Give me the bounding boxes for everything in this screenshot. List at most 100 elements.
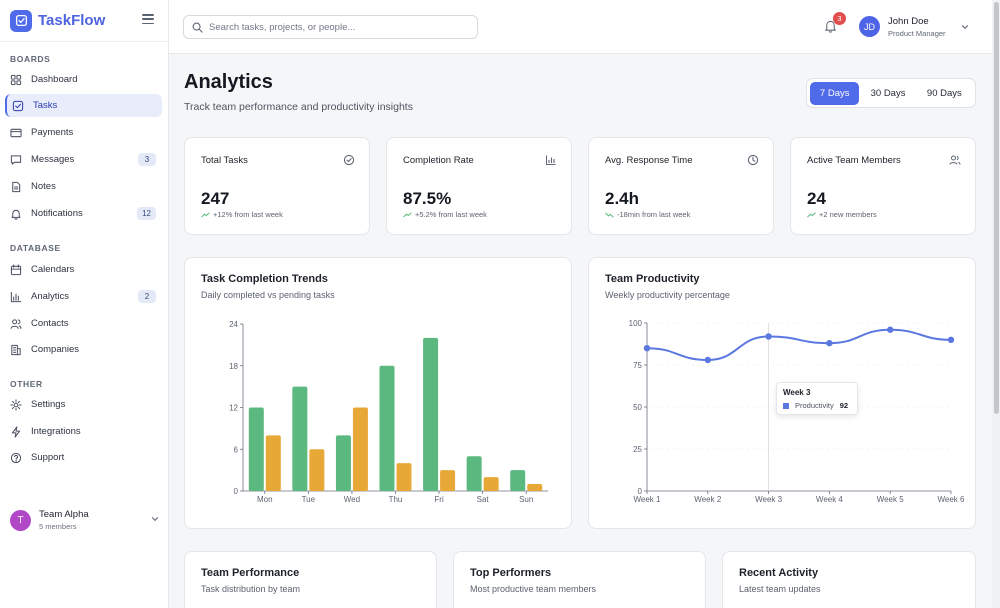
range-30-days-button[interactable]: 30 Days	[870, 87, 906, 99]
users-icon	[949, 155, 961, 165]
sidebar-item-label: Notifications	[31, 208, 83, 219]
y-tick-label: 24	[229, 320, 238, 329]
tooltip-label: Productivity	[795, 401, 834, 410]
y-tick-label: 18	[229, 362, 238, 371]
bar-completed-sun	[510, 470, 526, 491]
sidebar-item-label: Settings	[31, 399, 66, 410]
card-subtitle: Latest team updates	[739, 584, 821, 594]
x-tick-label: Week 5	[877, 495, 905, 504]
sidebar-item-notifications[interactable]: Notifications 12	[5, 202, 162, 225]
sidebar-item-support[interactable]: Support	[5, 446, 162, 469]
chevron-down-icon[interactable]	[960, 22, 970, 32]
file-icon	[10, 181, 22, 193]
user-avatar[interactable]: JD	[859, 16, 880, 37]
stat-change-text: +5.2% from last week	[415, 210, 487, 219]
productivity-line	[646, 328, 952, 361]
stat-change: -18min from last week	[605, 210, 690, 219]
chart-tooltip: Week 3 Productivity 92	[776, 382, 858, 415]
calendar-icon	[10, 263, 22, 276]
message-icon	[10, 154, 22, 166]
x-tick-label: Sat	[477, 495, 490, 504]
range-90-days-button[interactable]: 90 Days	[926, 87, 962, 99]
sidebar-item-dashboard[interactable]: Dashboard	[5, 68, 162, 91]
stat-value: 2.4h	[605, 189, 640, 208]
scrollbar[interactable]	[992, 0, 1000, 608]
sidebar-item-label: Companies	[31, 344, 80, 355]
brand[interactable]: TaskFlow	[0, 0, 168, 42]
x-tick-label: Mon	[257, 495, 273, 504]
y-tick-label: 100	[629, 319, 643, 328]
x-tick-label: Thu	[389, 495, 403, 504]
stat-value: 24	[807, 189, 826, 208]
user-name[interactable]: John Doe	[888, 16, 929, 27]
scrollbar-thumb[interactable]	[993, 2, 999, 414]
stat-title: Avg. Response Time	[605, 155, 693, 166]
team-switcher[interactable]: T Team Alpha 5 members	[10, 507, 160, 533]
section-label: BOARDS	[10, 54, 51, 64]
lightning-icon	[10, 425, 22, 438]
sidebar-item-label: Notes	[31, 181, 56, 192]
count-badge: 12	[137, 207, 156, 220]
y-tick-label: 75	[633, 361, 642, 370]
sidebar-item-label: Integrations	[31, 426, 81, 437]
x-tick-label: Sun	[519, 495, 533, 504]
dashboard-icon	[10, 74, 22, 86]
stat-title: Total Tasks	[201, 155, 248, 166]
y-tick-label: 25	[633, 445, 642, 454]
section-label: OTHER	[10, 379, 43, 389]
sidebar-item-notes[interactable]: Notes	[5, 175, 162, 198]
data-point-week-2	[704, 356, 711, 364]
search-box[interactable]	[183, 15, 478, 39]
sidebar-item-analytics[interactable]: Analytics 2	[5, 285, 162, 308]
x-tick-label: Week 1	[634, 495, 662, 504]
search-input[interactable]	[209, 21, 469, 33]
stat-title: Completion Rate	[403, 155, 474, 166]
sidebar-item-label: Tasks	[33, 100, 58, 111]
sidebar-item-tasks[interactable]: Tasks	[5, 94, 162, 117]
trend-up-icon	[403, 211, 412, 217]
range-7-days-button[interactable]: 7 Days	[810, 81, 860, 105]
tasks-icon	[12, 100, 24, 112]
notifications-bell-icon[interactable]	[824, 19, 837, 33]
x-tick-label: Tue	[302, 495, 316, 504]
sidebar-item-payments[interactable]: Payments	[5, 121, 162, 144]
tooltip-row: Productivity 92	[783, 401, 848, 410]
card-title: Top Performers	[470, 567, 552, 579]
x-tick-label: Week 4	[816, 495, 844, 504]
data-point-week-4	[826, 339, 833, 347]
bar-completed-wed	[335, 435, 351, 491]
menu-toggle-icon[interactable]	[142, 14, 154, 24]
clock-icon	[747, 154, 759, 166]
sidebar-item-messages[interactable]: Messages 3	[5, 148, 162, 171]
stat-change-text: +12% from last week	[213, 210, 283, 219]
x-tick-label: Fri	[434, 495, 444, 504]
trend-up-icon	[201, 211, 210, 217]
sidebar-item-settings[interactable]: Settings	[5, 393, 162, 416]
card-subtitle: Task distribution by team	[201, 584, 301, 594]
sidebar-item-integrations[interactable]: Integrations	[5, 420, 162, 443]
user-role: Product Manager	[888, 29, 946, 38]
team-name: Team Alpha	[39, 509, 89, 520]
team-performance-card: Team Performance Task distribution by te…	[184, 551, 437, 608]
sidebar-item-companies[interactable]: Companies	[5, 338, 162, 361]
sidebar-item-contacts[interactable]: Contacts	[5, 312, 162, 335]
bar-pending-tue	[309, 449, 325, 491]
count-badge: 2	[138, 290, 156, 303]
tooltip-title: Week 3	[783, 388, 811, 397]
data-point-week-1	[643, 345, 651, 352]
topbar: 3 JD John Doe Product Manager	[169, 0, 992, 54]
card-subtitle: Most productive team members	[470, 584, 597, 594]
date-range-selector: 7 Days 30 Days 90 Days	[806, 78, 976, 108]
sidebar-item-label: Payments	[31, 127, 74, 138]
check-circle-icon	[343, 154, 355, 166]
sidebar-item-calendars[interactable]: Calendars	[5, 258, 162, 281]
stat-card-total-tasks: Total Tasks 247 +12% from last week	[184, 137, 370, 235]
x-tick-label: Week 6	[938, 495, 966, 504]
bar-pending-wed	[352, 407, 368, 491]
bar-pending-fri	[440, 470, 456, 491]
chevron-down-icon	[151, 517, 159, 522]
card-title: Team Performance	[201, 567, 300, 579]
gear-icon	[10, 398, 22, 411]
section-label: DATABASE	[10, 243, 61, 253]
stat-change: +12% from last week	[201, 210, 283, 219]
